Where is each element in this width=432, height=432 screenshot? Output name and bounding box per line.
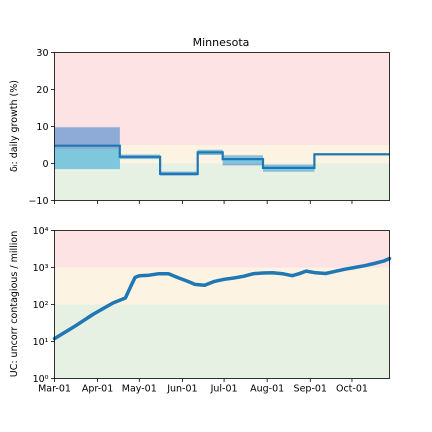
xtick-label: Jun-01 xyxy=(166,384,197,395)
xtick-label: Mar-01 xyxy=(38,384,71,395)
zone-green xyxy=(54,304,390,379)
growth-ylabel: δᵢ: daily growth (%) xyxy=(9,80,20,172)
xtick-label: May-01 xyxy=(122,384,157,395)
xtick-label: Oct-01 xyxy=(336,384,368,395)
zone-yellow xyxy=(54,267,390,305)
xtick-label: Jul-01 xyxy=(210,384,238,395)
xtick-label: Sep-01 xyxy=(294,384,327,395)
growth-panel: 30 20 10 0 −10 δᵢ: daily growth (%) xyxy=(9,48,390,207)
xtick-label: Aug-01 xyxy=(250,384,284,395)
ytick-label: 30 xyxy=(36,48,48,59)
chart-title: Minnesota xyxy=(193,36,250,49)
growth-line xyxy=(54,144,390,175)
ytick-label: 10³ xyxy=(33,263,49,274)
ytick-label: 10 xyxy=(36,122,48,133)
zone-green xyxy=(54,163,390,201)
xtick-label: Apr-01 xyxy=(82,384,113,395)
ytick-label: 0 xyxy=(42,159,48,170)
contagious-panel: 10⁴ 10³ 10² 10¹ 10⁰ Mar-01 Apr-01 May-01 Jun-01… xyxy=(9,226,392,395)
contagious-line xyxy=(52,256,392,341)
growth-band-inner xyxy=(54,148,120,170)
ytick-label: 20 xyxy=(36,85,48,96)
ytick-label: −10 xyxy=(28,196,48,207)
ytick-label: 10² xyxy=(33,300,49,311)
ytick-label: 10⁴ xyxy=(33,226,49,237)
zone-red xyxy=(54,230,390,268)
ytick-label: 10⁰ xyxy=(33,374,49,385)
contagious-ylabel: UC: uncorr contagious / million xyxy=(9,231,20,378)
ytick-label: 10¹ xyxy=(33,337,49,348)
